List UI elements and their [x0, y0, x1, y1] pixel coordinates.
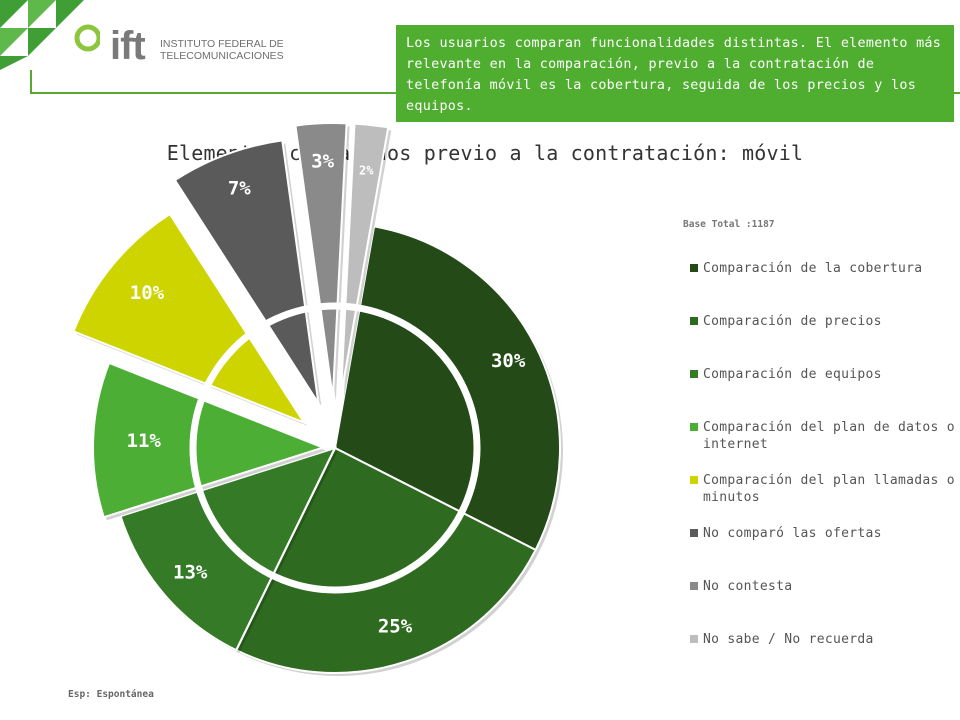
pie-data-label: 7% [228, 178, 251, 200]
footnote: Esp: Espontánea [68, 689, 154, 700]
pie-slice [92, 361, 326, 519]
legend-item: Comparación del plan de datos o internet [690, 419, 955, 453]
legend-label: No comparó las ofertas [703, 526, 882, 541]
pie-data-label: 2% [359, 164, 374, 178]
pie-slice [294, 122, 348, 399]
legend-item: No comparó las ofertas [690, 525, 955, 542]
legend-item: Comparación del plan llamadas o minutos [690, 472, 955, 506]
legend-label: Comparación de precios [703, 314, 882, 329]
pie-slice [72, 212, 307, 425]
legend-label: Comparación de la cobertura [703, 261, 923, 276]
pie-slice [173, 139, 320, 404]
pie-slice [333, 225, 561, 552]
legend-label: Comparación del plan de datos o internet [703, 420, 955, 452]
legend-label: Comparación del plan llamadas o minutos [703, 473, 955, 505]
logo-brand: ift [110, 24, 146, 68]
pie-divider [235, 447, 336, 651]
logo-triangle [56, 0, 84, 28]
legend-swatch [690, 370, 698, 378]
pie-data-label: 30% [491, 350, 526, 372]
pie-slice [339, 122, 390, 397]
legend-swatch [690, 529, 698, 537]
logo-ring [74, 24, 102, 52]
pie-data-label: 25% [378, 616, 413, 638]
logo-triangle [28, 0, 56, 28]
legend-swatch [690, 635, 698, 643]
pie-data-label: 10% [130, 282, 165, 304]
pie-data-label: 3% [311, 150, 334, 172]
ift-logo: ift INSTITUTO FEDERAL DE TELECOMUNICACIO… [0, 0, 300, 95]
pie-data-label: 11% [127, 430, 162, 452]
info-callout: Los usuarios comparan funcionalidades di… [396, 25, 954, 122]
legend-swatch [690, 582, 698, 590]
pie-inner-ring [189, 302, 481, 594]
pie-slice [234, 446, 537, 674]
pie-slice [119, 446, 337, 652]
logo-triangle [28, 28, 56, 56]
legend-item: Comparación de precios [690, 313, 955, 330]
legend-item: Comparación de equipos [690, 366, 955, 383]
legend-label: No contesta [703, 579, 793, 594]
legend-item: No sabe / No recuerda [690, 631, 955, 648]
base-note: Base Total :1187 [683, 219, 775, 230]
logo-triangle [0, 28, 28, 56]
legend-swatch [690, 264, 698, 272]
legend-swatch [690, 423, 698, 431]
logo-triangle [0, 56, 28, 70]
legend-label: No sabe / No recuerda [703, 632, 874, 647]
legend-item: Comparación de la cobertura [690, 260, 955, 277]
logo-triangle [0, 0, 28, 28]
legend-swatch [690, 317, 698, 325]
legend-swatch [690, 476, 698, 484]
legend-item: No contesta [690, 578, 955, 595]
pie-data-label: 13% [173, 561, 208, 583]
header-divider-vertical [30, 70, 32, 94]
logo-mark-icon [0, 0, 102, 70]
legend-label: Comparación de equipos [703, 367, 882, 382]
logo-institution-name: INSTITUTO FEDERAL DE TELECOMUNICACIONES [160, 38, 284, 62]
